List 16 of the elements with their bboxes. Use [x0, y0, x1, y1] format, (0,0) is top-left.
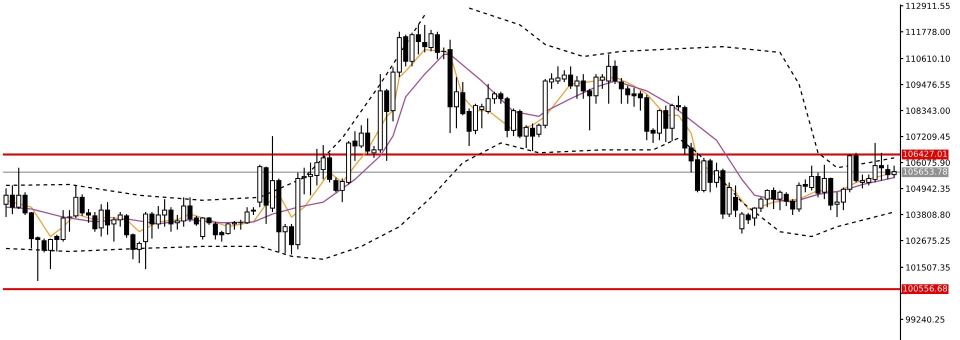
y-tick-label: 104942.35 [906, 186, 950, 192]
y-tick-label: 112911.55 [906, 2, 950, 10]
ref-line-label: 105653.78 [903, 168, 948, 175]
y-tick-label: 110610.10 [906, 56, 950, 62]
y-tick-label: 108343.00 [906, 108, 950, 114]
ref-line-label: 106427.01 [903, 150, 947, 157]
y-tick-label: 102675.25 [906, 238, 950, 244]
y-tick-label: 101507.35 [906, 264, 950, 271]
y-tick-label: 109476.55 [906, 82, 950, 88]
candlestick [66, 210, 72, 232]
y-tick-label: 111778.00 [906, 28, 950, 36]
y-tick-label: 106075.90 [906, 160, 950, 166]
y-tick-label: 107209.45 [906, 134, 950, 140]
y-tick-label: 99240.25 [906, 316, 944, 323]
ref-line-label: 100556.68 [903, 285, 948, 292]
y-tick-label: 103808.80 [906, 212, 950, 218]
